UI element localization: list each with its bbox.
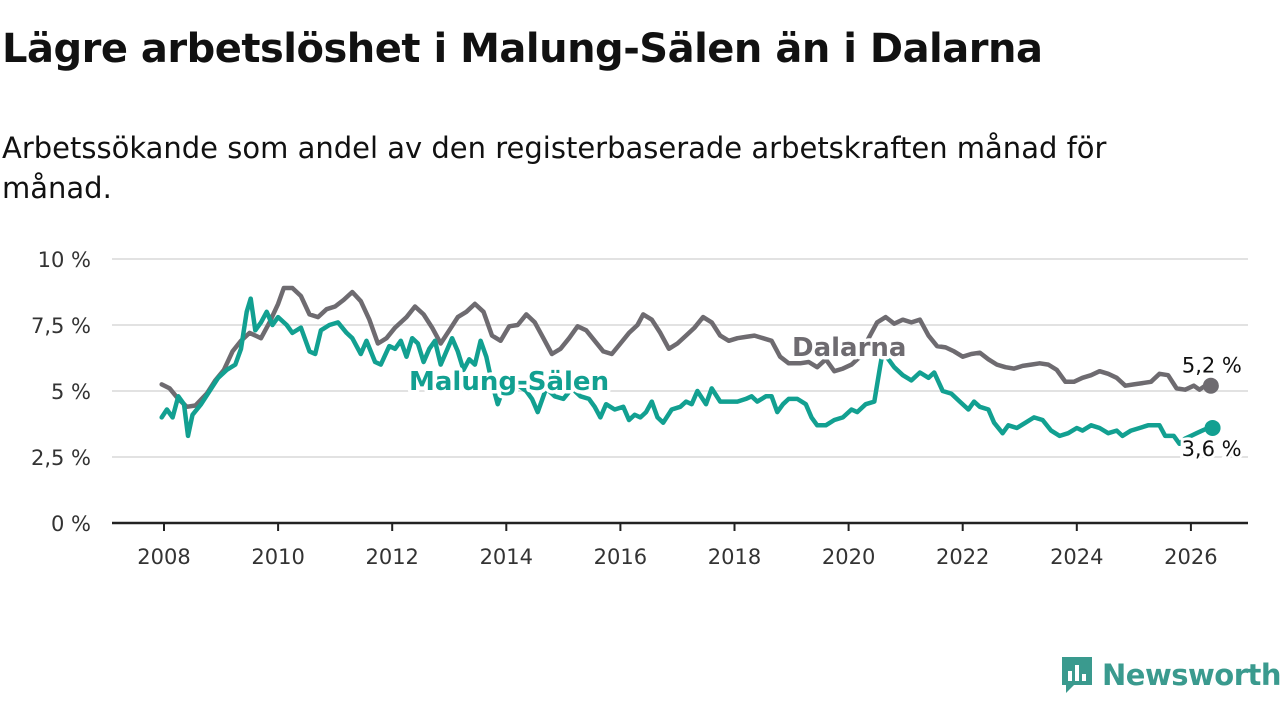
x-tick-label: 2012 (365, 545, 418, 569)
axes: 0 % 2,5 % 5 % 7,5 % 10 % 2008 2010 2012 2014 2016… (31, 248, 1248, 569)
x-tick-label: 2016 (594, 545, 647, 569)
y-tick-label: 0 % (51, 512, 91, 536)
series-labels: Dalarna Malung-Sälen 5,2 % 3,6 % (406, 330, 1245, 464)
y-tick-label: 5 % (51, 380, 91, 404)
page-subtitle: Arbetssökande som andel av den registerb… (2, 131, 1107, 205)
x-tick-label: 2022 (936, 545, 989, 569)
y-tick-label: 10 % (38, 248, 91, 272)
y-tick-label: 2,5 % (31, 446, 91, 470)
grid-lines (112, 258, 1248, 458)
x-tick-label: 2014 (480, 545, 533, 569)
end-label-malung-salen: 3,6 % (1182, 437, 1242, 461)
x-tick-label: 2026 (1164, 545, 1217, 569)
series-label-malung-salen: Malung-Sälen (409, 367, 609, 397)
x-tick-label: 2018 (708, 545, 761, 569)
page-title: Lägre arbetslöshet i Malung-Sälen än i D… (2, 26, 1043, 72)
line-chart: 0 % 2,5 % 5 % 7,5 % 10 % 2008 2010 2012 2014 2016… (31, 248, 1248, 569)
brand-logo: Newsworthy (1060, 654, 1280, 696)
newsworthy-logo-icon (1062, 657, 1092, 693)
brand-name: Newsworthy (1102, 658, 1280, 692)
y-tick-label: 7,5 % (31, 314, 91, 338)
series-lines (159, 285, 1221, 447)
x-tick-label: 2010 (251, 545, 304, 569)
x-tick-label: 2008 (137, 545, 190, 569)
x-tick-label: 2024 (1050, 545, 1103, 569)
end-point-dalarna (1202, 377, 1219, 394)
end-point-malung-s-len (1204, 419, 1221, 436)
series-label-dalarna: Dalarna (792, 333, 906, 363)
series-line-dalarna (159, 285, 1214, 410)
end-label-dalarna: 5,2 % (1182, 354, 1242, 378)
series-line-malung-s-len (159, 296, 1215, 447)
x-tick-label: 2020 (822, 545, 875, 569)
